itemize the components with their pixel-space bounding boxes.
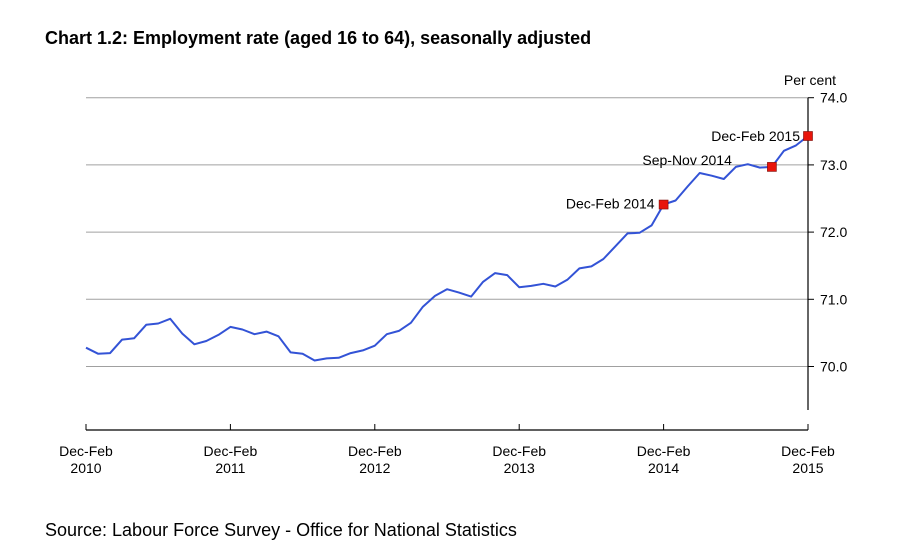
chart-title: Chart 1.2: Employment rate (aged 16 to 6…: [45, 28, 592, 48]
series-line-employment-rate: [85, 135, 809, 362]
x-tick-labels: Dec-Feb2010Dec-Feb2011Dec-Feb2012Dec-Feb…: [59, 443, 835, 476]
x-tick-label: Dec-Feb: [492, 443, 546, 459]
marker-label: Dec-Feb 2014: [566, 196, 655, 212]
highlight-marker: [658, 199, 669, 210]
highlight-marker: [767, 162, 777, 172]
highlight-marker: [803, 131, 813, 141]
marker-label: Sep-Nov 2014: [642, 152, 732, 168]
marker-label: Dec-Feb 2015: [711, 128, 800, 144]
y-tick-label: 71.0: [820, 291, 847, 307]
x-tick-label: 2014: [648, 460, 679, 476]
y-tick-label: 72.0: [820, 224, 847, 240]
x-tick-label: 2012: [359, 460, 390, 476]
x-tick-label: Dec-Feb: [348, 443, 402, 459]
x-tick-label: Dec-Feb: [204, 443, 258, 459]
x-tick-label: 2010: [70, 460, 101, 476]
x-tick-label: 2013: [504, 460, 535, 476]
y-tick-label: 73.0: [820, 157, 847, 173]
x-tick-label: Dec-Feb: [637, 443, 691, 459]
gridlines: [86, 97, 814, 367]
y-tick-label: 74.0: [820, 90, 847, 106]
y-tick-labels: 70.0 71.0 72.0 73.0 74.0: [820, 90, 847, 375]
highlight-markers: Dec-Feb 2014 Sep-Nov 2014 Dec-Feb 2015: [566, 128, 813, 212]
x-tick-label: Dec-Feb: [781, 443, 835, 459]
x-tick-label: 2015: [792, 460, 823, 476]
y-axis-unit-label: Per cent: [784, 72, 836, 88]
x-tick-label: 2011: [215, 460, 245, 476]
source-note: Source: Labour Force Survey - Office for…: [45, 520, 517, 540]
y-tick-label: 70.0: [820, 359, 847, 375]
axes: [85, 97, 809, 431]
x-tick-label: Dec-Feb: [59, 443, 113, 459]
